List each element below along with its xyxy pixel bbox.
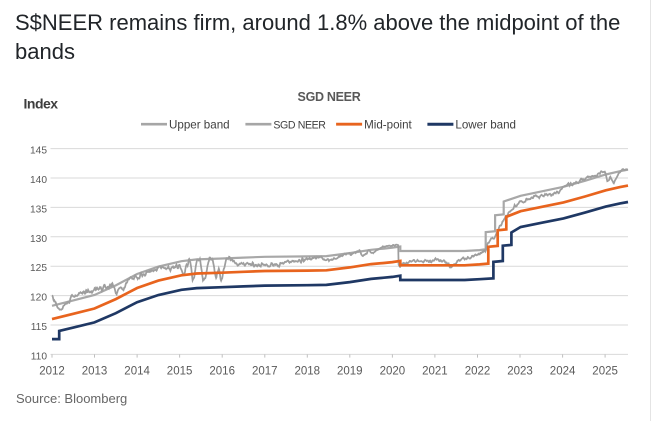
svg-text:135: 135 bbox=[30, 204, 47, 215]
svg-text:Mid-point: Mid-point bbox=[364, 118, 412, 131]
svg-text:2022: 2022 bbox=[465, 366, 491, 378]
svg-text:Index: Index bbox=[24, 96, 59, 112]
svg-text:2021: 2021 bbox=[422, 366, 448, 378]
svg-text:145: 145 bbox=[30, 146, 47, 157]
svg-text:2023: 2023 bbox=[507, 366, 533, 378]
svg-text:Upper band: Upper band bbox=[169, 118, 230, 131]
svg-text:130: 130 bbox=[30, 234, 47, 245]
svg-text:2018: 2018 bbox=[295, 366, 321, 378]
svg-text:140: 140 bbox=[30, 175, 47, 186]
svg-text:2015: 2015 bbox=[167, 366, 193, 378]
svg-text:2024: 2024 bbox=[550, 366, 576, 378]
svg-text:2012: 2012 bbox=[39, 366, 65, 378]
svg-text:2017: 2017 bbox=[252, 366, 278, 378]
svg-text:115: 115 bbox=[31, 322, 48, 333]
svg-text:2025: 2025 bbox=[592, 366, 618, 378]
svg-text:SGD NEER: SGD NEER bbox=[273, 119, 326, 131]
svg-text:110: 110 bbox=[31, 351, 48, 362]
svg-text:2020: 2020 bbox=[380, 366, 406, 378]
svg-text:2013: 2013 bbox=[82, 366, 108, 378]
svg-text:2014: 2014 bbox=[124, 366, 150, 378]
svg-text:2019: 2019 bbox=[337, 366, 363, 378]
svg-text:2016: 2016 bbox=[209, 366, 235, 378]
svg-text:125: 125 bbox=[30, 263, 47, 274]
svg-text:SGD NEER: SGD NEER bbox=[298, 90, 361, 104]
svg-text:120: 120 bbox=[30, 293, 47, 304]
svg-text:Lower band: Lower band bbox=[455, 118, 516, 131]
